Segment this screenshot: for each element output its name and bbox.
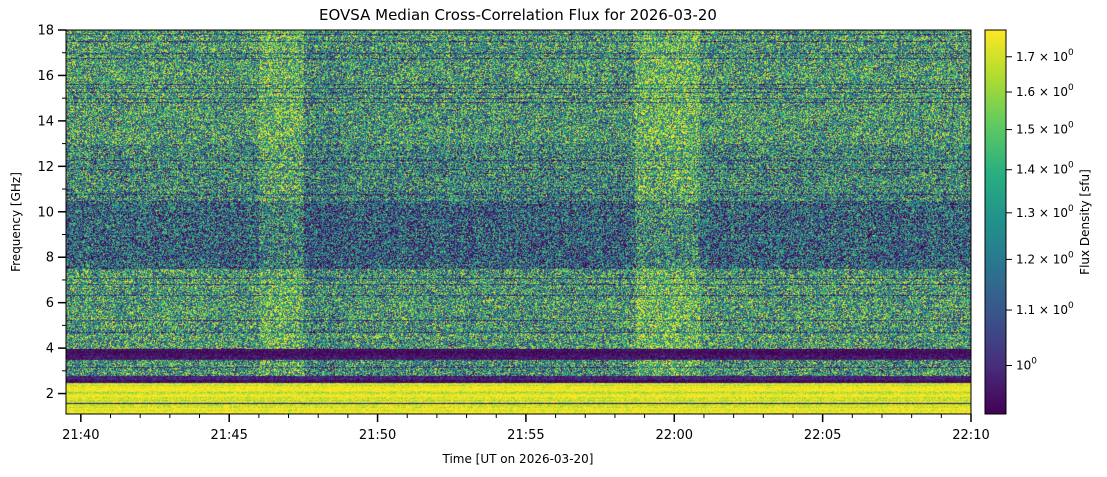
heatmap-image	[66, 30, 971, 414]
y-tick-label: 12	[37, 160, 54, 175]
y-tick-label: 4	[46, 342, 54, 357]
y-tick-label: 6	[46, 296, 54, 311]
x-axis-label: Time [UT on 2026-03-20]	[442, 452, 594, 466]
colorbar-tick-label: 1.3 × 100	[1016, 204, 1074, 220]
y-tick-label: 14	[37, 114, 54, 129]
chart-title: EOVSA Median Cross-Correlation Flux for …	[319, 6, 717, 24]
plot-frame	[65, 29, 972, 415]
x-tick-label: 21:40	[62, 428, 99, 443]
colorbar-gradient	[984, 29, 1007, 415]
colorbar-tick-label: 1.5 × 100	[1016, 121, 1074, 137]
colorbar-tick-label: 1.1 × 100	[1016, 301, 1074, 317]
y-tick-label: 2	[46, 387, 54, 402]
x-tick-label: 21:55	[507, 428, 544, 443]
y-axis-label: Frequency [GHz]	[9, 172, 23, 272]
y-axis: 2 4 6 8 10 12 14 16 18	[37, 24, 66, 402]
colorbar-ticks: 100 1.1 × 100 1.2 × 100 1.3 × 100 1.4 × 100 1…	[1006, 48, 1074, 372]
colorbar: 100 1.1 × 100 1.2 × 100 1.3 × 100 1.4 × 100 1…	[984, 29, 1092, 415]
colorbar-tick-label: 1.2 × 100	[1016, 250, 1074, 266]
y-tick-label: 8	[46, 251, 54, 266]
y-tick-label: 10	[37, 205, 54, 220]
x-tick-label: 21:45	[210, 428, 247, 443]
colorbar-label: Flux Density [sfu]	[1078, 169, 1092, 275]
colorbar-tick-label: 100	[1016, 356, 1037, 372]
colorbar-tick-label: 1.7 × 100	[1016, 48, 1074, 64]
colorbar-tick-label: 1.6 × 100	[1016, 83, 1074, 99]
x-tick-label: 21:50	[359, 428, 396, 443]
y-tick-label: 18	[37, 24, 54, 39]
heatmap-area	[65, 29, 972, 415]
y-tick-label: 16	[37, 69, 54, 84]
x-axis: 21:40 21:45 21:50 21:55 22:00 22:05 22:10	[62, 414, 990, 443]
x-tick-label: 22:00	[656, 428, 693, 443]
x-tick-label: 22:10	[952, 428, 989, 443]
colorbar-tick-label: 1.4 × 100	[1016, 161, 1074, 177]
x-tick-label: 22:05	[804, 428, 841, 443]
